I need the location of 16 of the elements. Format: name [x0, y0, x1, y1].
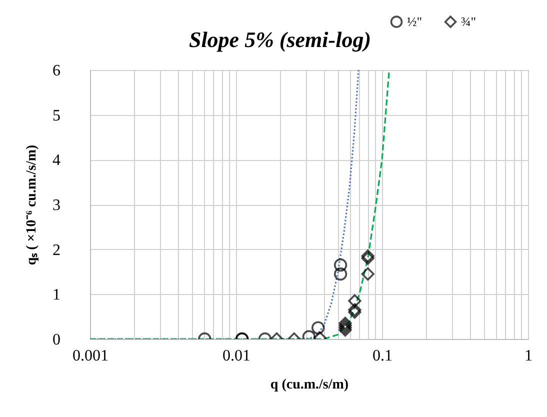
y-tick-label: 1	[52, 286, 60, 304]
x-tick-label: 1	[524, 348, 532, 364]
x-tick-label: 0.1	[372, 348, 392, 364]
y-tick-label: 3	[52, 197, 60, 214]
legend-label: ¾"	[461, 14, 476, 29]
y-tick-label: 0	[52, 332, 60, 348]
x-axis-title: q (cu.m./s/m)	[270, 378, 349, 392]
chart-title: Slope 5% (semi-log)	[188, 27, 372, 52]
x-tick-label: 0.01	[222, 348, 250, 364]
y-axis-title: qₛ ( ×10⁻⁶ cu.m./s/m)	[24, 144, 40, 266]
legend-label: ½"	[407, 14, 422, 29]
y-tick-label: 6	[52, 62, 60, 80]
y-tick-label: 5	[52, 107, 60, 124]
y-tick-label: 2	[52, 242, 60, 259]
x-tick-label: 0.001	[72, 348, 108, 364]
y-tick-label: 4	[52, 152, 60, 170]
